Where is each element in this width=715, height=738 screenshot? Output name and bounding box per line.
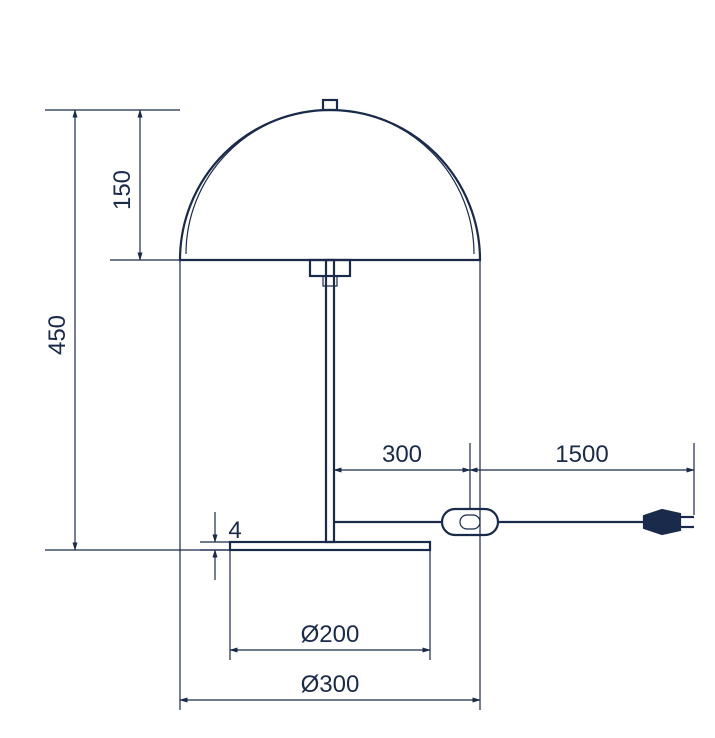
dim-height-150: 150 bbox=[109, 110, 180, 260]
lamp-socket bbox=[310, 260, 350, 276]
cord-switch bbox=[442, 509, 498, 535]
dim-cord-1500: 1500 bbox=[470, 441, 694, 515]
dim-label: 4 bbox=[228, 517, 241, 544]
dim-label: 150 bbox=[109, 170, 136, 210]
dim-label: 300 bbox=[382, 441, 422, 468]
dim-height-450: 450 bbox=[44, 110, 230, 550]
lamp-shade bbox=[180, 110, 480, 260]
dim-label: 1500 bbox=[555, 441, 608, 468]
lamp-top-nub bbox=[323, 100, 337, 110]
dim-label: 450 bbox=[44, 315, 71, 355]
lamp-stem bbox=[326, 260, 334, 542]
lamp-base bbox=[230, 542, 430, 550]
lamp-drawing bbox=[180, 100, 694, 550]
dim-dia-200: Ø200 bbox=[230, 550, 430, 660]
dimension-lines: 450 150 300 1500 4 bbox=[44, 110, 694, 710]
dim-label: Ø300 bbox=[301, 671, 360, 698]
lamp-shade-inner bbox=[186, 110, 474, 254]
dim-base-4: 4 bbox=[200, 512, 242, 580]
dim-label: Ø200 bbox=[301, 621, 360, 648]
cord-plug bbox=[644, 510, 694, 534]
